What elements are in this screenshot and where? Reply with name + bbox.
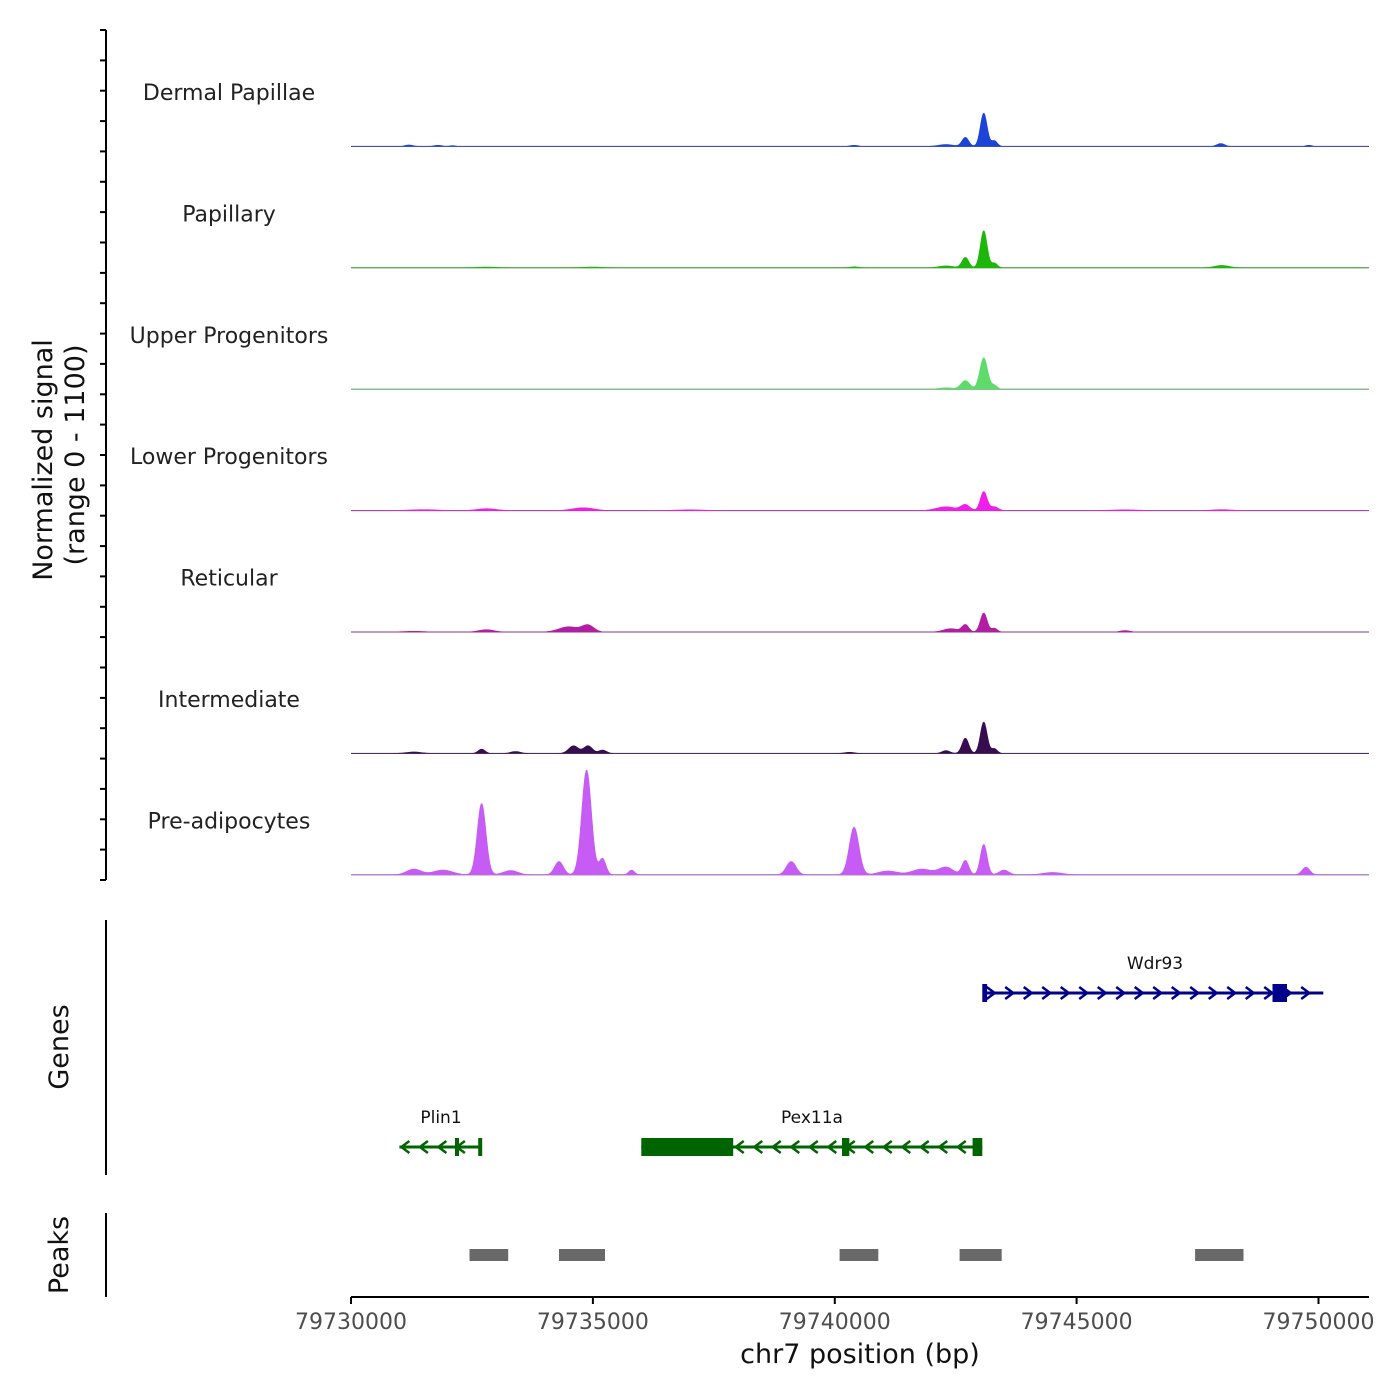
strand-chevron — [1226, 986, 1238, 1000]
gene-exon — [972, 1138, 983, 1156]
signal-area — [351, 230, 1369, 269]
gene-model: Wdr93 — [982, 954, 1324, 1002]
signal-area — [351, 112, 1369, 147]
peaks-track — [469, 1249, 1244, 1261]
strand-chevron — [1041, 986, 1053, 1000]
gene-exon — [842, 1138, 850, 1156]
gene-exon — [478, 1138, 483, 1156]
signal-track: Pre-adipocytes — [148, 769, 1369, 876]
strand-chevron — [900, 1140, 911, 1154]
genes-track-title: Genes — [44, 1004, 75, 1089]
track-label: Dermal Papillae — [143, 81, 315, 106]
signal-track: Papillary — [182, 202, 1369, 269]
gene-exon — [641, 1138, 734, 1156]
signal-area — [351, 491, 1369, 511]
x-tick-label: 79735000 — [537, 1310, 649, 1335]
strand-chevron — [826, 1140, 837, 1154]
track-label: Papillary — [182, 202, 276, 227]
signal-tracks: Dermal Papillae Papillary Upper Progenitor… — [130, 81, 1369, 876]
strand-chevron — [789, 1140, 800, 1154]
axis-lines — [105, 30, 1369, 1298]
strand-chevron — [1152, 986, 1164, 1000]
strand-chevron — [1078, 986, 1090, 1000]
signal-area — [351, 769, 1369, 876]
strand-chevron — [1115, 986, 1127, 1000]
peak-region — [559, 1249, 605, 1261]
x-axis-ticks: 79730000 79735000 79740000 79745000 79750000 — [295, 1297, 1374, 1335]
genes-track: Wdr93 Plin1 Pex11a — [399, 954, 1324, 1156]
strand-chevron — [881, 1140, 893, 1154]
gene-label: Plin1 — [420, 1108, 461, 1128]
gene-label: Pex11a — [781, 1108, 843, 1128]
strand-chevron — [1244, 986, 1256, 1000]
strand-chevron — [1207, 986, 1219, 1000]
x-tick-label: 79730000 — [295, 1310, 407, 1335]
gene-exon — [455, 1138, 459, 1156]
strand-chevron — [937, 1140, 948, 1154]
gene-label: Wdr93 — [1127, 954, 1183, 974]
signal-track: Dermal Papillae — [143, 81, 1369, 147]
signal-area — [351, 612, 1369, 633]
signal-area — [351, 357, 1369, 390]
strand-chevron — [770, 1140, 782, 1154]
strand-chevron — [417, 1140, 429, 1154]
strand-chevron — [985, 986, 997, 1000]
gene-model: Plin1 — [399, 1108, 483, 1156]
signal-track: Lower Progenitors — [130, 445, 1369, 512]
strand-chevron — [1004, 986, 1016, 1000]
track-label: Intermediate — [158, 688, 300, 713]
gene-model: Pex11a — [641, 1108, 983, 1156]
strand-chevron — [863, 1140, 874, 1154]
strand-chevron — [1263, 986, 1275, 1000]
gene-exon — [982, 984, 988, 1002]
strand-chevron — [1133, 986, 1145, 1000]
y-axis-title-line2: (range 0 - 1100) — [60, 345, 91, 566]
peak-region — [1195, 1249, 1244, 1261]
track-label: Reticular — [180, 567, 278, 592]
y-axis-title-line1: Normalized signal — [28, 339, 59, 581]
signal-track: Intermediate — [158, 688, 1369, 754]
strand-chevron — [807, 1140, 819, 1154]
strand-chevron — [955, 1140, 967, 1154]
strand-chevron — [436, 1140, 448, 1154]
strand-chevron — [1170, 986, 1182, 1000]
y-axis-ticks — [100, 29, 106, 881]
strand-chevron — [1189, 986, 1201, 1000]
signal-area — [351, 721, 1369, 754]
signal-track: Reticular — [180, 567, 1369, 633]
track-label: Pre-adipocytes — [148, 809, 311, 834]
x-tick-label: 79750000 — [1263, 1310, 1375, 1335]
strand-chevron — [752, 1140, 763, 1154]
peak-region — [469, 1249, 509, 1261]
strand-chevron — [399, 1140, 411, 1154]
strand-chevron — [1022, 986, 1034, 1000]
strand-chevron — [1300, 986, 1312, 1000]
track-label: Upper Progenitors — [130, 324, 329, 349]
x-axis-title: chr7 position (bp) — [740, 1339, 980, 1370]
signal-track: Upper Progenitors — [130, 324, 1369, 390]
gene-exon — [1272, 984, 1287, 1002]
peak-region — [959, 1249, 1002, 1261]
strand-chevron — [1096, 986, 1108, 1000]
strand-chevron — [1059, 986, 1071, 1000]
peak-region — [839, 1249, 879, 1261]
strand-chevron — [733, 1140, 745, 1154]
x-tick-label: 79745000 — [1021, 1310, 1133, 1335]
peaks-track-title: Peaks — [44, 1216, 75, 1294]
x-tick-label: 79740000 — [779, 1310, 891, 1335]
track-label: Lower Progenitors — [130, 445, 328, 470]
strand-chevron — [918, 1140, 930, 1154]
